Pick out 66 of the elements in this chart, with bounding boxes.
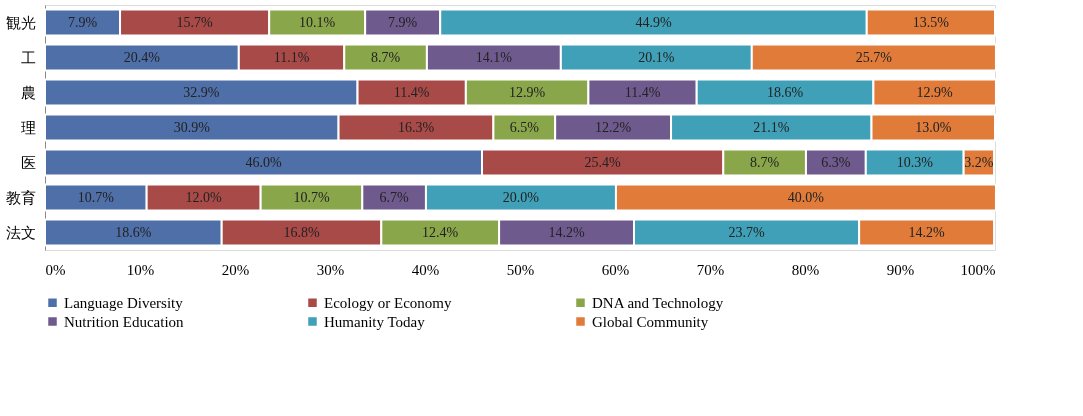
legend-label: Ecology or Economy (324, 294, 452, 311)
x-tick-label: 30% (316, 261, 345, 278)
y-tick-label: 農 (20, 84, 36, 101)
data-label: 12.0% (185, 189, 223, 205)
data-label: 14.2% (548, 224, 585, 240)
data-label: 32.9% (183, 84, 220, 100)
data-label: 7.9% (388, 14, 418, 30)
y-tick-label: 理 (20, 119, 36, 136)
data-label: 6.7% (379, 189, 410, 205)
x-tick-label: 20% (221, 261, 250, 278)
data-label: 18.6% (115, 224, 152, 240)
data-label: 10.7% (293, 189, 330, 205)
data-label: 20.4% (123, 49, 161, 65)
data-label: 14.1% (475, 49, 513, 65)
y-tick-label: 観光 (5, 14, 36, 31)
data-label: 10.1% (299, 14, 336, 30)
data-label: 15.7% (176, 14, 214, 30)
x-tick-label: 70% (696, 261, 725, 278)
x-tick-label: 50% (506, 261, 535, 278)
x-tick-label: 90% (886, 261, 915, 278)
x-tick-label: 0% (45, 261, 66, 278)
data-label: 20.0% (502, 189, 540, 205)
data-label: 11.4% (624, 84, 661, 100)
x-tick-label: 60% (601, 261, 630, 278)
y-tick-label: 法文 (5, 224, 36, 241)
data-label: 21.1% (753, 119, 790, 135)
data-label: 44.9% (635, 14, 672, 30)
data-label: 14.2% (908, 224, 946, 240)
data-label: 13.5% (912, 14, 950, 30)
data-label: 16.3% (397, 119, 435, 135)
data-label: 8.7% (750, 154, 780, 170)
data-label: 6.5% (509, 119, 540, 135)
data-label: 40.0% (787, 189, 825, 205)
data-label: 18.6% (766, 84, 804, 100)
data-label: 25.4% (584, 154, 622, 170)
data-label: 12.4% (422, 224, 459, 240)
data-label: 6.3% (821, 154, 851, 170)
legend-label: Global Community (592, 313, 709, 330)
data-label: 10.7% (77, 189, 115, 205)
data-label: 3.2% (964, 154, 994, 170)
y-tick-label: 工 (20, 49, 36, 66)
legend-label: Language Diversity (64, 294, 184, 311)
data-label: 16.8% (283, 224, 320, 240)
legend-label: DNA and Technology (592, 294, 724, 311)
y-tick-label: 医 (20, 154, 36, 171)
data-label: 11.4% (393, 84, 430, 100)
data-label: 11.1% (273, 49, 310, 65)
data-label: 13.0% (915, 119, 952, 135)
data-label: 7.9% (67, 14, 98, 30)
x-tick-label: 40% (411, 261, 440, 278)
legend-label: Nutrition Education (64, 313, 185, 330)
y-tick-label: 教育 (5, 189, 36, 206)
data-label: 20.1% (638, 49, 675, 65)
x-tick-label: 80% (791, 261, 820, 278)
data-label: 30.9% (173, 119, 211, 135)
x-tick-label: 10% (126, 261, 155, 278)
data-label: 8.7% (370, 49, 401, 65)
data-label: 10.3% (896, 154, 934, 170)
data-label: 23.7% (728, 224, 765, 240)
data-label: 46.0% (245, 154, 282, 170)
data-label: 12.9% (509, 84, 546, 100)
data-label: 12.2% (595, 119, 632, 135)
x-tick-label: 100% (960, 261, 996, 278)
data-label: 12.9% (916, 84, 954, 100)
legend-label: Humanity Today (324, 313, 426, 330)
data-label: 25.7% (855, 49, 893, 65)
